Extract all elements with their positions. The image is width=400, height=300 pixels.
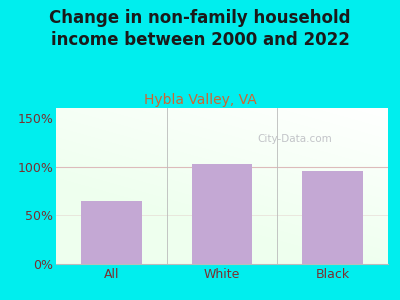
Text: City-Data.com: City-Data.com	[258, 134, 332, 144]
Bar	[302, 171, 363, 264]
Text: Hybla Valley, VA: Hybla Valley, VA	[144, 93, 256, 107]
Bar	[192, 164, 252, 264]
Text: Change in non-family household
income between 2000 and 2022: Change in non-family household income be…	[49, 9, 351, 49]
Bar	[81, 201, 142, 264]
